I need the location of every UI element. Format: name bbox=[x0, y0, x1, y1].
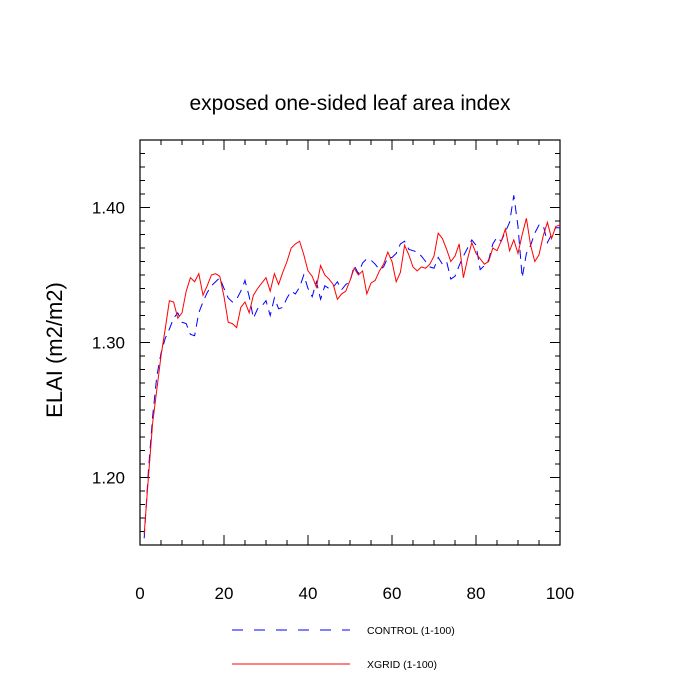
x-tick-label: 0 bbox=[135, 584, 144, 603]
x-tick-label: 20 bbox=[215, 584, 234, 603]
legend: CONTROL (1-100) XGRID (1-100) bbox=[232, 625, 455, 671]
y-tick-label: 1.40 bbox=[92, 199, 125, 218]
x-tick-label: 60 bbox=[383, 584, 402, 603]
y-tick-label: 1.20 bbox=[92, 469, 125, 488]
y-axis-label: ELAI (m2/m2) bbox=[42, 282, 67, 418]
x-axis-ticks: 0 20 40 60 80 100 bbox=[135, 140, 574, 603]
series-line-xgrid bbox=[143, 218, 561, 535]
legend-label-xgrid: XGRID (1-100) bbox=[367, 659, 437, 671]
plot-frame bbox=[139, 139, 561, 546]
chart-title: exposed one-sided leaf area index bbox=[189, 92, 511, 115]
y-tick-label: 1.30 bbox=[92, 334, 125, 353]
x-tick-label: 80 bbox=[467, 584, 486, 603]
series-line-control bbox=[143, 195, 560, 539]
x-tick-label: 40 bbox=[299, 584, 318, 603]
y-axis-ticks: 1.20 1.30 1.40 bbox=[92, 139, 560, 546]
series-layer bbox=[143, 195, 561, 539]
x-tick-label: 100 bbox=[546, 584, 574, 603]
legend-label-control: CONTROL (1-100) bbox=[367, 625, 455, 637]
